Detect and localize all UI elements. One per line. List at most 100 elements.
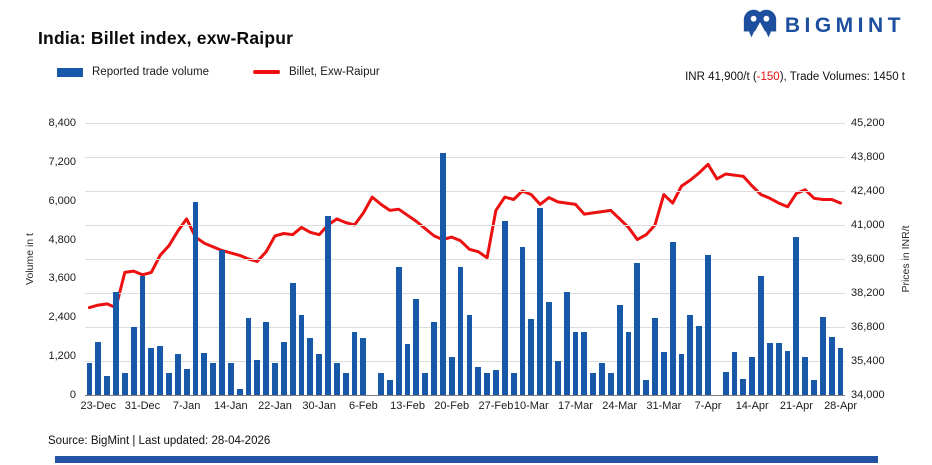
volume-bar [643, 380, 650, 395]
y-axis-label-right: 35,400 [851, 355, 885, 367]
volume-bar [634, 262, 641, 395]
y-axis-label-left: 0 [69, 389, 76, 401]
volume-bar [510, 372, 517, 395]
price-line [87, 162, 843, 310]
volume-bar [466, 315, 473, 395]
y-axis-label-right: 36,800 [851, 321, 885, 333]
price-summary: INR 41,900/t (-150), Trade Volumes: 1450… [685, 71, 905, 83]
gridline [85, 225, 845, 226]
volume-bar [572, 331, 579, 395]
volume-bar [599, 363, 605, 395]
volume-bar [280, 341, 287, 395]
y-axis-label-right: 45,200 [851, 117, 885, 129]
source-caption: Source: BigMint | Last updated: 28-04-20… [48, 435, 271, 447]
x-axis-label: 31-Mar [646, 400, 682, 412]
volume-bar [272, 362, 278, 395]
volume-bar [395, 266, 402, 395]
y-axis-left: 0 1,200 2,400 3,600 4,800 6,000 7,200 8,400 [0, 117, 76, 401]
volume-bar [501, 221, 508, 395]
volume-bar [245, 317, 252, 395]
summary-volume: ), Trade Volumes: 1450 t [779, 71, 905, 83]
volume-bar [201, 353, 208, 395]
price-line-chart [87, 162, 843, 310]
x-axis-label: 10-Mar [513, 400, 549, 412]
volume-bar [837, 348, 844, 395]
volume-bar [307, 337, 314, 395]
gridline [85, 361, 845, 362]
gridline [85, 191, 845, 192]
volume-bar [652, 317, 658, 395]
y-axis-label-right: 43,800 [851, 151, 885, 163]
volume-bar [775, 342, 782, 395]
y-axis-label-right: 41,000 [851, 219, 885, 231]
volume-bar [431, 321, 437, 395]
volume-bar [448, 356, 455, 395]
x-axis-label: 31-Dec [124, 400, 161, 412]
legend-label: Reported trade volume [92, 66, 209, 78]
legend-item-volume: Reported trade volume [57, 66, 209, 78]
y-axis-label-left: 2,400 [48, 311, 76, 324]
x-axis-label: 14-Apr [735, 400, 769, 412]
volume-bar [236, 388, 243, 395]
volume-bar [378, 373, 384, 395]
volume-bar [581, 331, 588, 395]
y-axis-label-right: 34,000 [851, 389, 885, 401]
y-axis-right-title: Prices in INR/t [900, 225, 912, 293]
volume-bar [819, 316, 826, 395]
volume-bar [439, 153, 446, 395]
volume-bar [696, 325, 703, 395]
page-title: India: Billet index, exw-Raipur [38, 28, 294, 48]
gridline [85, 293, 845, 294]
x-axis-label: 17-Mar [558, 400, 593, 412]
volume-bar [121, 372, 128, 395]
volume-bar [130, 327, 137, 395]
volume-bar [157, 346, 164, 395]
volume-bar [475, 367, 482, 395]
volume-bar [722, 372, 729, 395]
volume-bar [104, 375, 110, 395]
volume-bar [519, 246, 526, 395]
volume-bar [422, 372, 429, 395]
x-axis-label: 14-Jan [213, 400, 248, 412]
bar-swatch-icon [57, 67, 83, 77]
volume-bar [484, 373, 490, 395]
volume-bar [616, 304, 623, 395]
volume-bar [758, 276, 764, 395]
y-axis-label-left: 1,200 [48, 350, 76, 363]
volume-bar [563, 291, 570, 395]
volume-bar [219, 249, 225, 395]
volume-bar [139, 276, 146, 395]
gridline [85, 157, 845, 158]
volume-bar [766, 343, 773, 395]
volume-bar [528, 318, 535, 395]
volume-bar [342, 373, 349, 395]
volume-bar [404, 344, 411, 395]
volume-bar [192, 201, 199, 395]
volume-bar [740, 379, 747, 395]
bigmint-logo: BIGMINT [743, 9, 905, 42]
legend-label: Billet, Exw-Raipur [288, 66, 380, 78]
x-axis-label: 6-Feb [348, 400, 378, 412]
summary-price: INR 41,900/t ( [685, 71, 757, 83]
volume-bar [148, 348, 155, 395]
volume-bar [174, 354, 181, 395]
volume-bar [590, 373, 597, 395]
x-axis-label: 13-Feb [390, 400, 425, 412]
x-axis-label: 24-Mar [602, 400, 638, 412]
volume-bar [625, 331, 632, 395]
x-axis-label: 28-Apr [824, 400, 858, 412]
volume-bar [360, 337, 367, 395]
volume-bar [227, 362, 234, 395]
y-axis-label-left: 3,600 [48, 272, 76, 285]
volume-bar [457, 266, 464, 395]
plot-area [85, 123, 845, 396]
summary-change-negative: -150 [756, 71, 780, 83]
y-axis-label-left: 6,000 [48, 194, 76, 207]
volume-bar [793, 236, 800, 395]
chart-legend: Reported trade volume Billet, Exw-Raipur [57, 66, 380, 78]
volume-bar [289, 283, 296, 395]
y-axis-label-left: 4,800 [48, 233, 76, 246]
y-axis-right: 34,000 35,400 36,800 38,200 39,600 41,000 42,4… [851, 117, 926, 401]
x-axis-label: 23-Dec [80, 400, 116, 412]
x-axis: 23-Dec 31-Dec 7-Jan 14-Jan 22-Jan 30-Jan 6-Feb… [81, 400, 858, 416]
